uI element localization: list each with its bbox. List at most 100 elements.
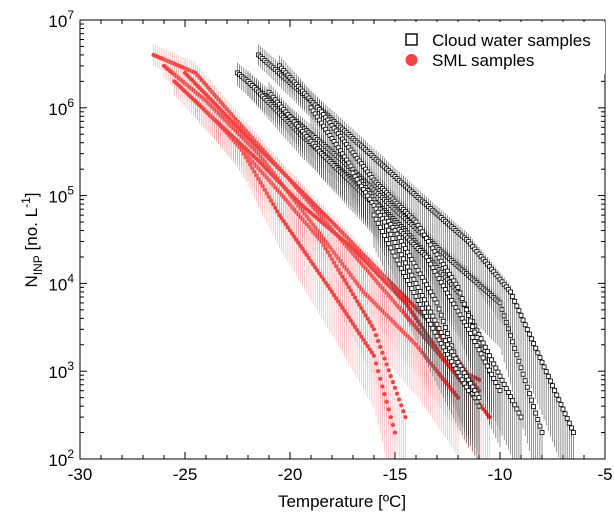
sml-data-point <box>380 384 385 389</box>
legend-marker-cloud <box>405 33 418 46</box>
cloud-data-point <box>466 326 471 332</box>
cloud-data-point <box>428 309 434 315</box>
cloud-data-point <box>438 312 444 318</box>
cloud-data-point <box>382 219 387 225</box>
cloud-data-point <box>417 301 423 307</box>
cloud-data-point <box>501 381 507 387</box>
cloud-data-point <box>514 303 520 309</box>
sml-data-point <box>327 286 332 291</box>
cloud-data-point <box>436 306 442 312</box>
cloud-data-point <box>417 289 423 294</box>
sml-data-point <box>336 299 341 304</box>
sml-data-point <box>361 337 366 342</box>
sml-data-point <box>306 256 311 261</box>
cloud-data-point <box>520 317 526 323</box>
cloud-data-point <box>386 241 392 247</box>
sml-data-point <box>401 409 406 414</box>
cloud-data-point <box>491 376 497 381</box>
sml-data-point <box>374 333 379 338</box>
cloud-data-point <box>505 390 511 395</box>
cloud-data-point <box>548 378 553 384</box>
cloud-data-point <box>434 300 440 306</box>
cloud-data-point <box>405 264 411 270</box>
cloud-data-point <box>466 388 471 394</box>
sml-data-point <box>353 295 358 300</box>
sml-data-point <box>302 249 307 255</box>
cloud-data-point <box>560 406 566 412</box>
cloud-data-point <box>409 272 415 278</box>
cloud-data-point <box>421 297 427 303</box>
sml-data-point <box>384 362 389 367</box>
cloud-data-point <box>396 261 402 267</box>
sml-data-point <box>313 265 318 270</box>
cloud-data-point <box>455 285 461 290</box>
legend-marker-sml <box>405 54 418 66</box>
cloud-data-point <box>524 327 530 332</box>
cloud-data-point <box>405 278 411 283</box>
sml-data-point <box>317 271 322 276</box>
cloud-data-point <box>445 331 450 336</box>
cloud-data-point <box>457 290 463 296</box>
cloud-data-point <box>541 364 547 370</box>
cloud-series-group <box>235 44 576 459</box>
cloud-data-point <box>379 229 385 234</box>
cloud-data-point <box>529 336 534 342</box>
cloud-data-point <box>388 231 394 237</box>
sml-data-point <box>348 288 353 293</box>
sml-data-point <box>296 240 301 245</box>
cloud-data-point <box>407 268 413 274</box>
y-axis-label-end: ] <box>22 193 41 198</box>
cloud-data-point <box>373 216 379 222</box>
cloud-data-point <box>413 293 419 299</box>
x-tick-label: -5 <box>597 465 612 484</box>
cloud-data-point <box>434 321 440 327</box>
sml-data-point <box>287 228 293 233</box>
cloud-data-point <box>478 336 484 342</box>
cloud-data-point <box>537 423 543 429</box>
cloud-data-point <box>533 410 539 416</box>
sml-data-point <box>311 262 316 267</box>
cloud-data-point <box>428 321 434 327</box>
cloud-data-point <box>514 406 520 412</box>
cloud-data-point <box>524 384 530 390</box>
cloud-data-point <box>522 322 528 328</box>
legend: Cloud water samples SML samples <box>383 22 605 74</box>
sml-data-point <box>357 331 362 336</box>
cloud-data-point <box>550 383 555 389</box>
cloud-data-point <box>447 337 453 343</box>
x-tick-label: -30 <box>68 465 93 484</box>
y-axis-label: NINP [no. L-1] <box>19 193 45 288</box>
sml-data-point <box>390 422 395 427</box>
sml-data-point <box>367 347 372 352</box>
cloud-data-point <box>396 248 402 254</box>
cloud-data-point <box>386 227 392 233</box>
sml-data-point <box>363 313 368 318</box>
sml-data-point <box>350 292 356 297</box>
cloud-data-point <box>476 395 482 401</box>
sml-data-point <box>380 350 385 355</box>
cloud-data-point <box>390 249 396 255</box>
cloud-data-point <box>377 224 383 230</box>
sml-data-point <box>403 415 408 420</box>
cloud-data-point <box>520 371 526 377</box>
cloud-data-point <box>482 344 488 350</box>
cloud-data-point <box>516 308 522 314</box>
cloud-data-point <box>470 324 476 329</box>
cloud-data-point <box>384 223 390 229</box>
cloud-data-point <box>495 384 501 389</box>
sml-data-point <box>346 315 351 320</box>
sml-data-point <box>355 328 360 333</box>
x-tick-label: -25 <box>173 465 198 484</box>
cloud-data-point <box>466 312 471 318</box>
cloud-data-point <box>508 289 513 295</box>
sml-data-point <box>300 246 305 251</box>
cloud-data-point <box>489 371 495 377</box>
cloud-data-point <box>432 329 438 335</box>
cloud-data-point <box>419 293 425 299</box>
sml-data-point <box>382 392 387 397</box>
cloud-data-point <box>392 253 398 259</box>
cloud-data-point <box>531 404 536 410</box>
cloud-data-point <box>440 334 446 339</box>
cloud-data-point <box>484 363 490 369</box>
